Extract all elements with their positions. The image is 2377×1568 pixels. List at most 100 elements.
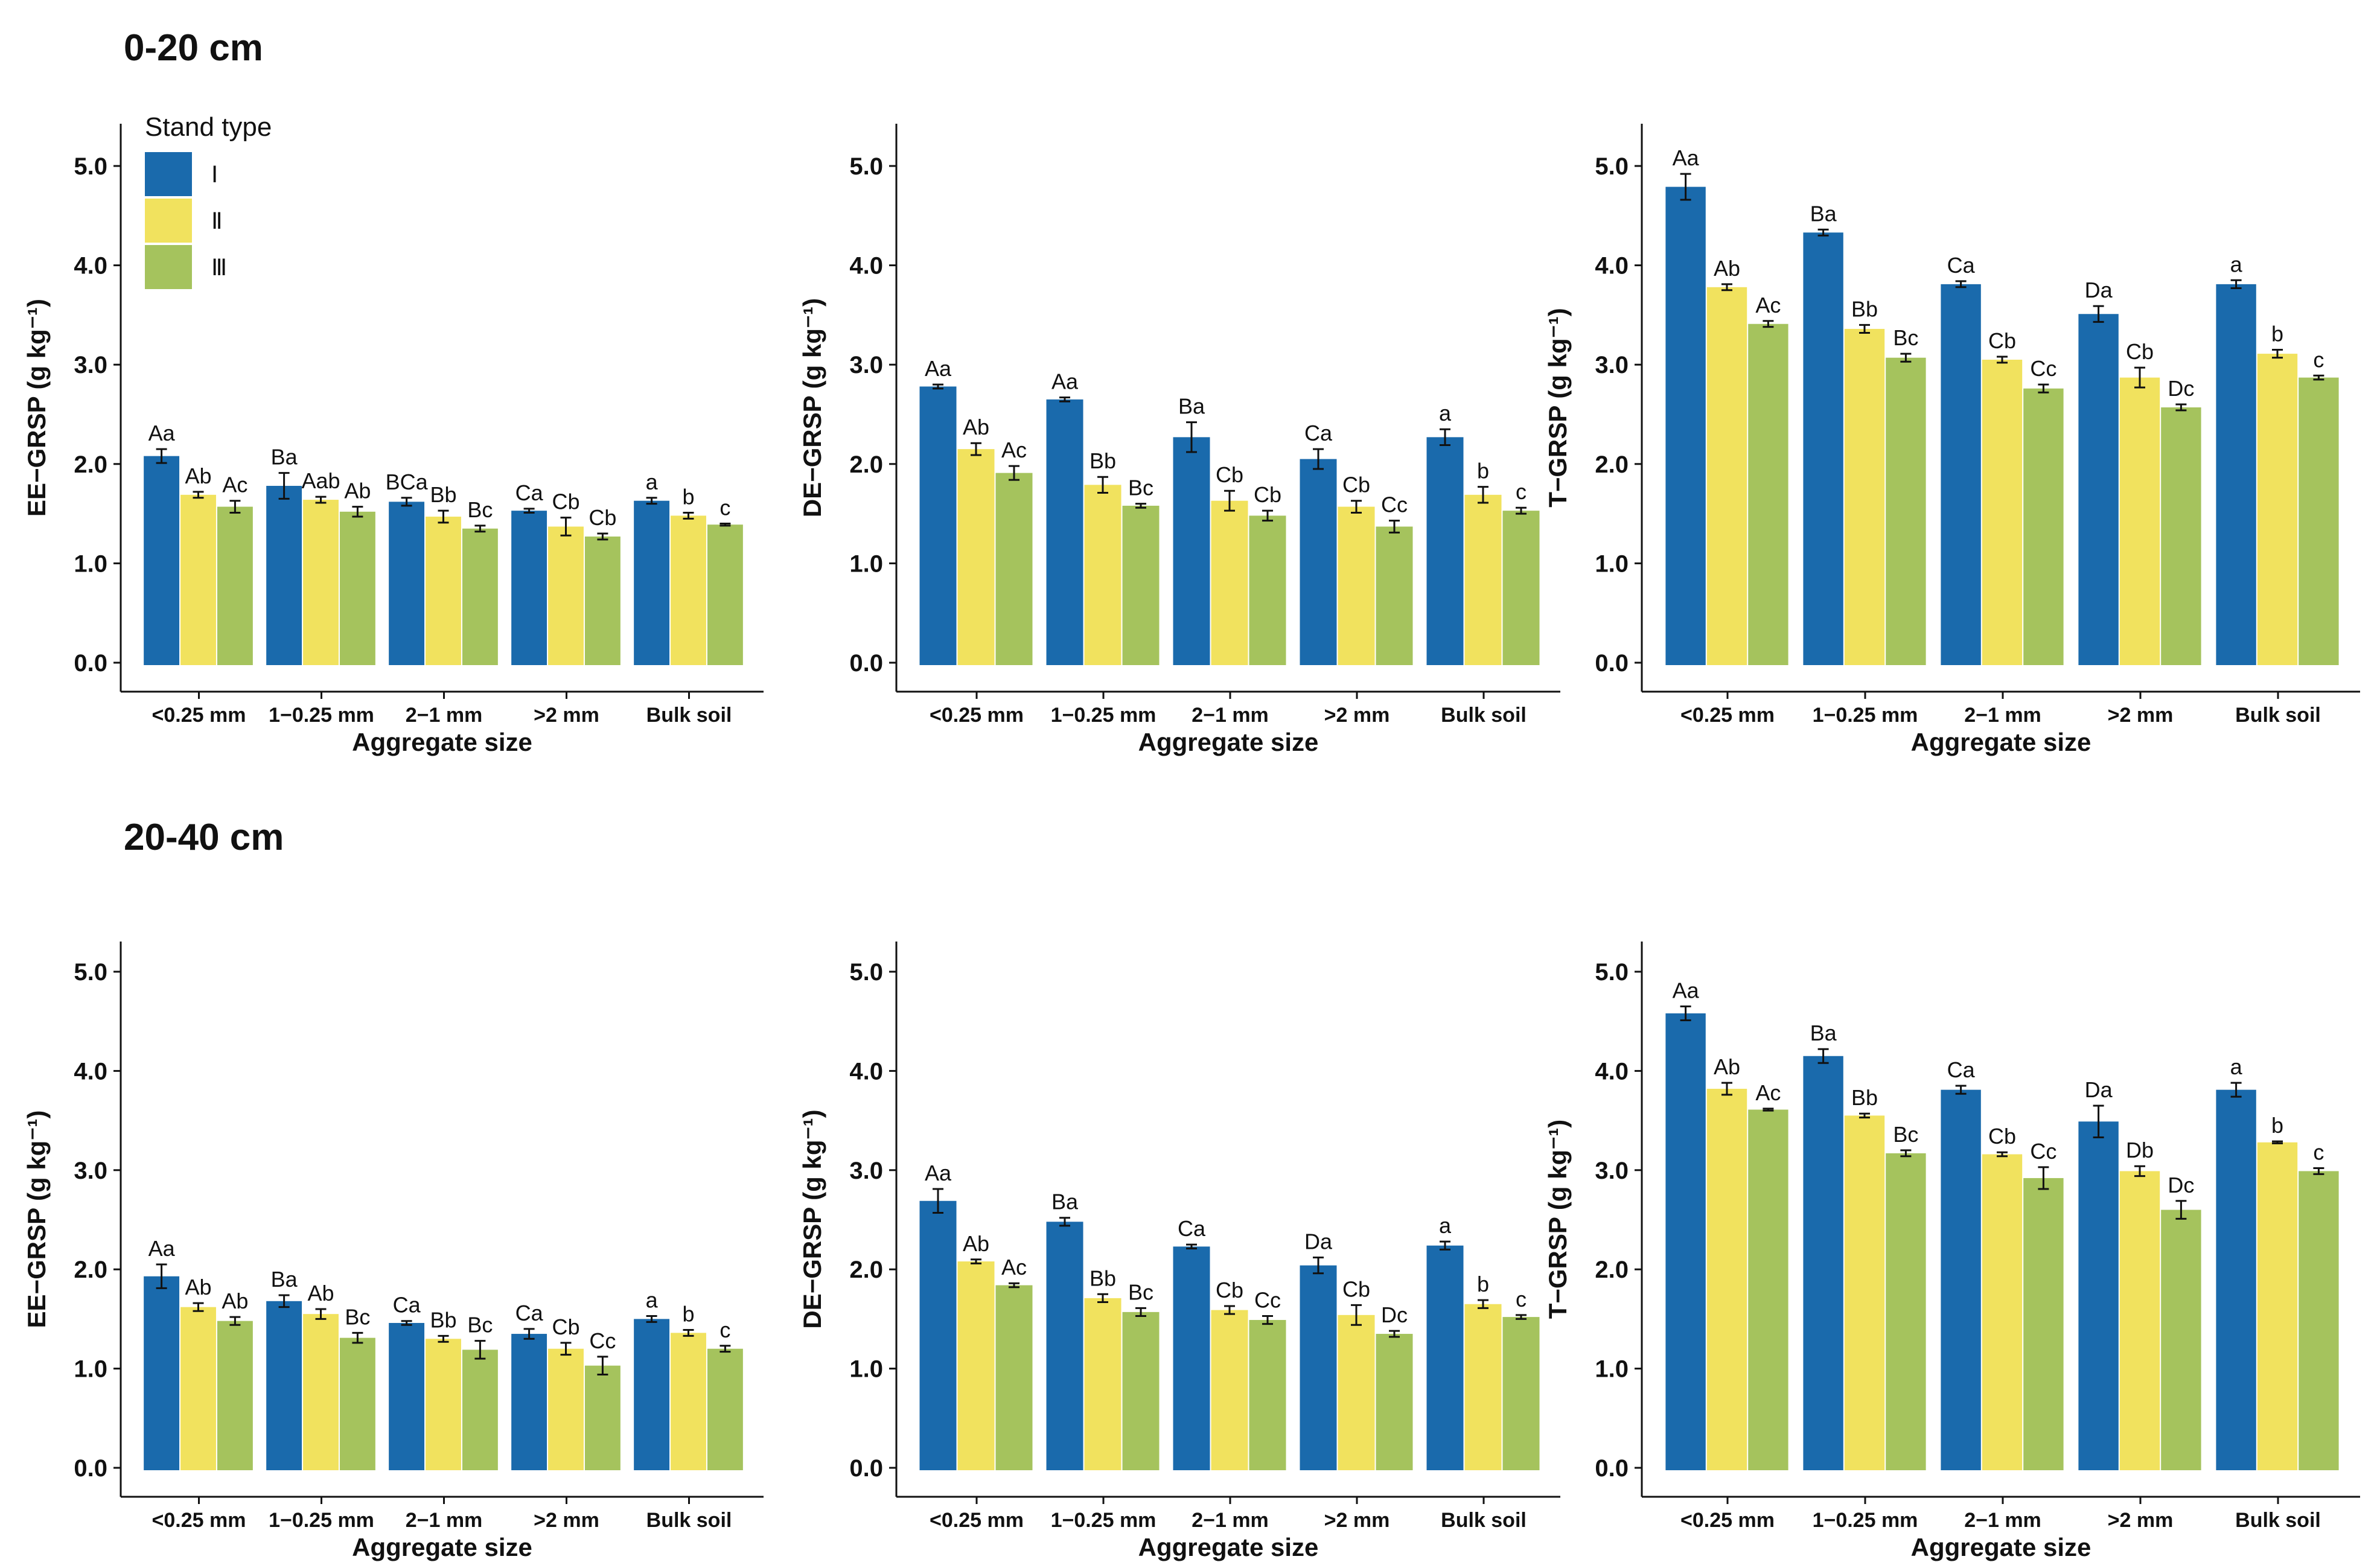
- error-bar: [229, 500, 241, 514]
- bar-data-label: Ac: [1001, 438, 1027, 462]
- bar: [339, 511, 375, 665]
- bar: [2257, 354, 2298, 665]
- bar: [1464, 494, 1502, 665]
- bar-data-label: Bc: [1893, 1122, 1918, 1147]
- bar: [995, 1285, 1033, 1470]
- bar-data-label: Ab: [222, 1289, 248, 1313]
- error-bar: [2313, 1167, 2324, 1175]
- bar: [2216, 1089, 2256, 1470]
- legend-label-3: Ⅲ: [211, 255, 227, 281]
- x-tick-label: 2−1 mm: [1192, 704, 1269, 727]
- error-bar: [1009, 1282, 1019, 1289]
- x-tick-label: Bulk soil: [1441, 704, 1527, 727]
- bar: [1844, 328, 1885, 665]
- y-tick-label: 2.0: [1595, 1257, 1629, 1283]
- bar: [1249, 1320, 1286, 1470]
- y-tick-label: 1.0: [74, 550, 107, 577]
- bar: [144, 1276, 180, 1470]
- bar-data-label: Cb: [1342, 473, 1370, 497]
- bar-data-label: Cb: [1342, 1276, 1370, 1301]
- error-bar: [352, 506, 363, 518]
- bar: [1748, 323, 1788, 665]
- bar: [634, 500, 670, 665]
- legend-swatch-1: [145, 152, 192, 196]
- bar: [1464, 1304, 1502, 1470]
- section-title-top: 0-20 cm: [124, 27, 263, 69]
- error-bar: [1389, 520, 1400, 534]
- bar-data-label: Cc: [2030, 356, 2056, 381]
- y-tick-label: 4.0: [1595, 253, 1629, 279]
- bar-data-label: Dc: [2168, 1173, 2194, 1197]
- bar: [389, 1322, 425, 1470]
- x-tick-label: Bulk soil: [1441, 1509, 1527, 1532]
- bar: [180, 1307, 216, 1470]
- bar-data-label: Db: [2126, 1138, 2154, 1162]
- bar-data-label: Ba: [1810, 201, 1837, 226]
- bar: [2299, 377, 2339, 665]
- error-bar: [2093, 305, 2104, 323]
- bar: [548, 1348, 584, 1470]
- bar: [1376, 526, 1413, 665]
- bar-data-label: Bc: [467, 1313, 493, 1337]
- x-axis-title: Aggregate size: [1138, 1533, 1319, 1561]
- bar-data-label: b: [2271, 322, 2283, 346]
- error-bar: [1009, 465, 1019, 481]
- error-bar: [1997, 355, 2008, 364]
- y-tick-label: 0.0: [849, 650, 883, 677]
- bar-data-label: Cb: [552, 489, 579, 514]
- bar-data-label: Aa: [1673, 145, 1700, 170]
- bar: [2257, 1142, 2298, 1470]
- bar-data-label: Aa: [148, 421, 176, 445]
- y-tick-label: 2.0: [74, 1257, 107, 1283]
- error-bar: [1478, 1299, 1488, 1309]
- x-tick-label: 1−0.25 mm: [1813, 704, 1918, 727]
- error-bar: [1997, 1151, 2008, 1158]
- bar-data-label: Ac: [1755, 1080, 1781, 1105]
- y-axis-title: EE−GRSP (g kg⁻¹): [22, 299, 51, 517]
- bar-data-label: Cc: [1381, 492, 1408, 517]
- error-bar: [2175, 1200, 2187, 1220]
- bar-data-label: Ba: [1051, 1190, 1079, 1214]
- bar: [303, 500, 339, 665]
- bar-data-label: Aa: [925, 1161, 952, 1185]
- bar-data-label: Ab: [307, 1281, 334, 1305]
- chart-panel-1: 0.0 1.0 2.0 3.0 4.0 5.0 EE−GRSP (g kg⁻¹) <0.25 …: [22, 124, 764, 756]
- bar-data-label: b: [682, 484, 694, 509]
- bar: [1338, 1315, 1375, 1470]
- bar: [339, 1337, 375, 1470]
- error-bar: [646, 1315, 657, 1323]
- x-tick-label: >2 mm: [1324, 1509, 1390, 1532]
- x-tick-label: 1−0.25 mm: [1813, 1509, 1918, 1532]
- bar: [2119, 377, 2160, 665]
- bar-data-label: Bc: [467, 497, 493, 522]
- error-bar: [1763, 1107, 1774, 1112]
- chart-panel-3: 0.0 1.0 2.0 3.0 4.0 5.0 T−GRSP (g kg⁻¹) <0.25 m…: [1543, 124, 2360, 756]
- error-bar: [719, 1345, 731, 1353]
- bar: [426, 517, 461, 665]
- y-tick-label: 1.0: [1595, 550, 1629, 577]
- legend-title: Stand type: [145, 112, 272, 142]
- bar-data-label: Ab: [185, 464, 211, 488]
- y-tick-label: 4.0: [74, 253, 107, 279]
- error-bar: [1097, 476, 1108, 494]
- bar: [671, 1333, 706, 1470]
- bar-data-label: Dc: [2168, 376, 2194, 401]
- bar-data-label: Da: [2085, 1077, 2113, 1102]
- error-bar: [523, 508, 535, 514]
- error-bar: [2313, 374, 2324, 381]
- bar-data-label: Cb: [1216, 1278, 1243, 1302]
- error-bar: [2230, 1082, 2242, 1098]
- bar: [1046, 399, 1083, 665]
- bar: [1084, 485, 1121, 665]
- x-tick-label: Bulk soil: [646, 704, 732, 727]
- error-bar: [2134, 1165, 2145, 1178]
- bar-data-label: Bb: [1851, 296, 1878, 321]
- error-bar: [1224, 1305, 1235, 1315]
- bar-data-label: Dc: [1381, 1302, 1408, 1327]
- error-bar: [1097, 1293, 1108, 1303]
- bar-data-label: Ca: [1304, 421, 1333, 445]
- error-bar: [560, 517, 572, 537]
- y-tick-label: 3.0: [74, 1158, 107, 1184]
- error-bar: [193, 491, 204, 499]
- error-bar: [2272, 349, 2283, 359]
